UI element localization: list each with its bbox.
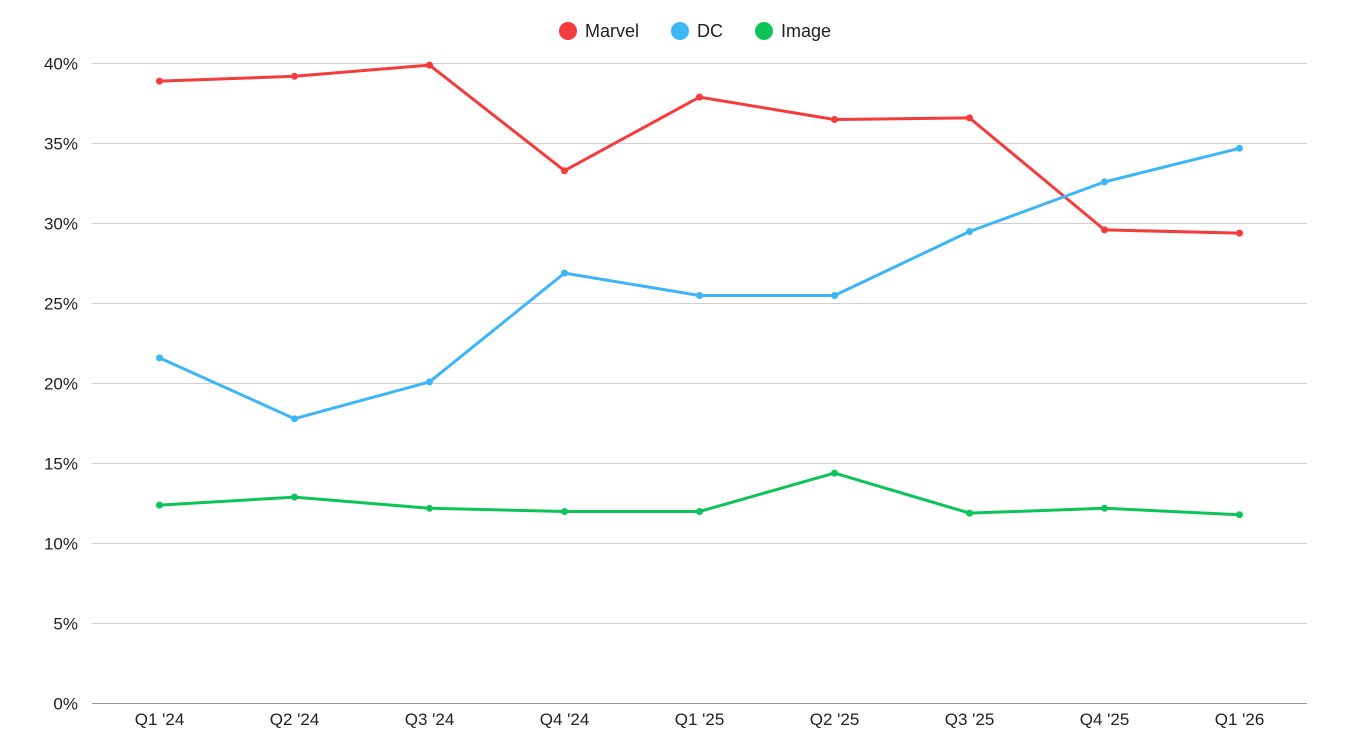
data-point-image (966, 509, 973, 517)
data-point-dc (561, 269, 568, 277)
data-point-marvel (831, 116, 838, 123)
series-group (156, 61, 1243, 519)
legend-label-dc: DC (697, 21, 723, 41)
data-point-marvel (156, 77, 163, 85)
x-axis: Q1 '24 Q2 '24 Q3 '24 Q4 '24 Q1 '25 Q2 '25 Q3 '… (135, 710, 1265, 729)
data-point-dc (1236, 144, 1243, 152)
data-point-image (1101, 504, 1108, 512)
x-tick-label: Q4 '25 (1080, 710, 1130, 729)
x-tick-label: Q2 '25 (810, 710, 860, 729)
x-tick-label: Q2 '24 (270, 710, 320, 729)
legend: Marvel DC Image (558, 21, 831, 41)
data-point-dc (696, 292, 703, 299)
x-tick-label: Q3 '24 (405, 710, 455, 729)
series-dc (156, 144, 1243, 423)
data-point-marvel (561, 167, 568, 175)
series-marvel (156, 61, 1243, 237)
legend-item-image: Image (754, 21, 831, 41)
data-point-marvel (426, 61, 433, 69)
legend-item-marvel: Marvel (558, 21, 639, 41)
legend-label-marvel: Marvel (585, 21, 639, 41)
data-point-marvel (1101, 226, 1108, 234)
legend-marker-dc (670, 22, 689, 40)
data-point-image (291, 493, 298, 501)
y-tick-label: 10% (44, 535, 78, 554)
y-tick-label: 5% (53, 615, 78, 634)
y-tick-label: 20% (44, 375, 78, 394)
data-point-image (156, 501, 163, 509)
x-tick-label: Q3 '25 (945, 710, 995, 729)
x-tick-label: Q1 '24 (135, 710, 185, 729)
y-tick-label: 15% (44, 455, 78, 474)
series-line-dc (158, 146, 1241, 421)
data-point-image (696, 508, 703, 515)
y-tick-label: 40% (44, 55, 78, 74)
series-image (156, 469, 1243, 519)
x-tick-label: Q1 '25 (675, 710, 725, 729)
data-point-image (426, 504, 433, 512)
data-point-dc (1101, 178, 1108, 186)
data-point-image (831, 469, 838, 477)
data-point-marvel (966, 114, 973, 122)
y-tick-label: 0% (53, 695, 78, 714)
x-tick-label: Q1 '26 (1215, 710, 1265, 729)
y-tick-label: 30% (44, 215, 78, 234)
legend-marker-image (754, 22, 773, 40)
x-tick-label: Q4 '24 (540, 710, 590, 729)
data-point-dc (426, 378, 433, 386)
data-point-dc (831, 292, 838, 299)
gridlines (92, 63, 1307, 704)
data-point-marvel (291, 72, 298, 80)
legend-marker-marvel (558, 22, 577, 40)
data-point-dc (291, 415, 298, 423)
data-point-image (1236, 511, 1243, 519)
y-tick-label: 25% (44, 295, 78, 314)
data-point-marvel (696, 93, 703, 101)
legend-label-image: Image (781, 21, 831, 41)
series-line-marvel (158, 63, 1241, 235)
data-point-image (561, 508, 568, 515)
data-point-dc (156, 354, 163, 362)
data-point-dc (966, 228, 973, 235)
legend-item-dc: DC (670, 21, 723, 41)
data-point-marvel (1236, 229, 1243, 237)
y-tick-label: 35% (44, 135, 78, 154)
y-axis: 0% 5% 10% 15% 20% 25% 30% 35% 40% (44, 55, 78, 714)
